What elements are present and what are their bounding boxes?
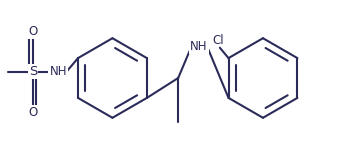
Text: NH: NH bbox=[49, 65, 67, 78]
Text: S: S bbox=[29, 65, 37, 78]
Text: O: O bbox=[28, 106, 37, 119]
Text: O: O bbox=[28, 25, 37, 38]
Text: NH: NH bbox=[190, 40, 208, 53]
Text: Cl: Cl bbox=[212, 34, 224, 47]
